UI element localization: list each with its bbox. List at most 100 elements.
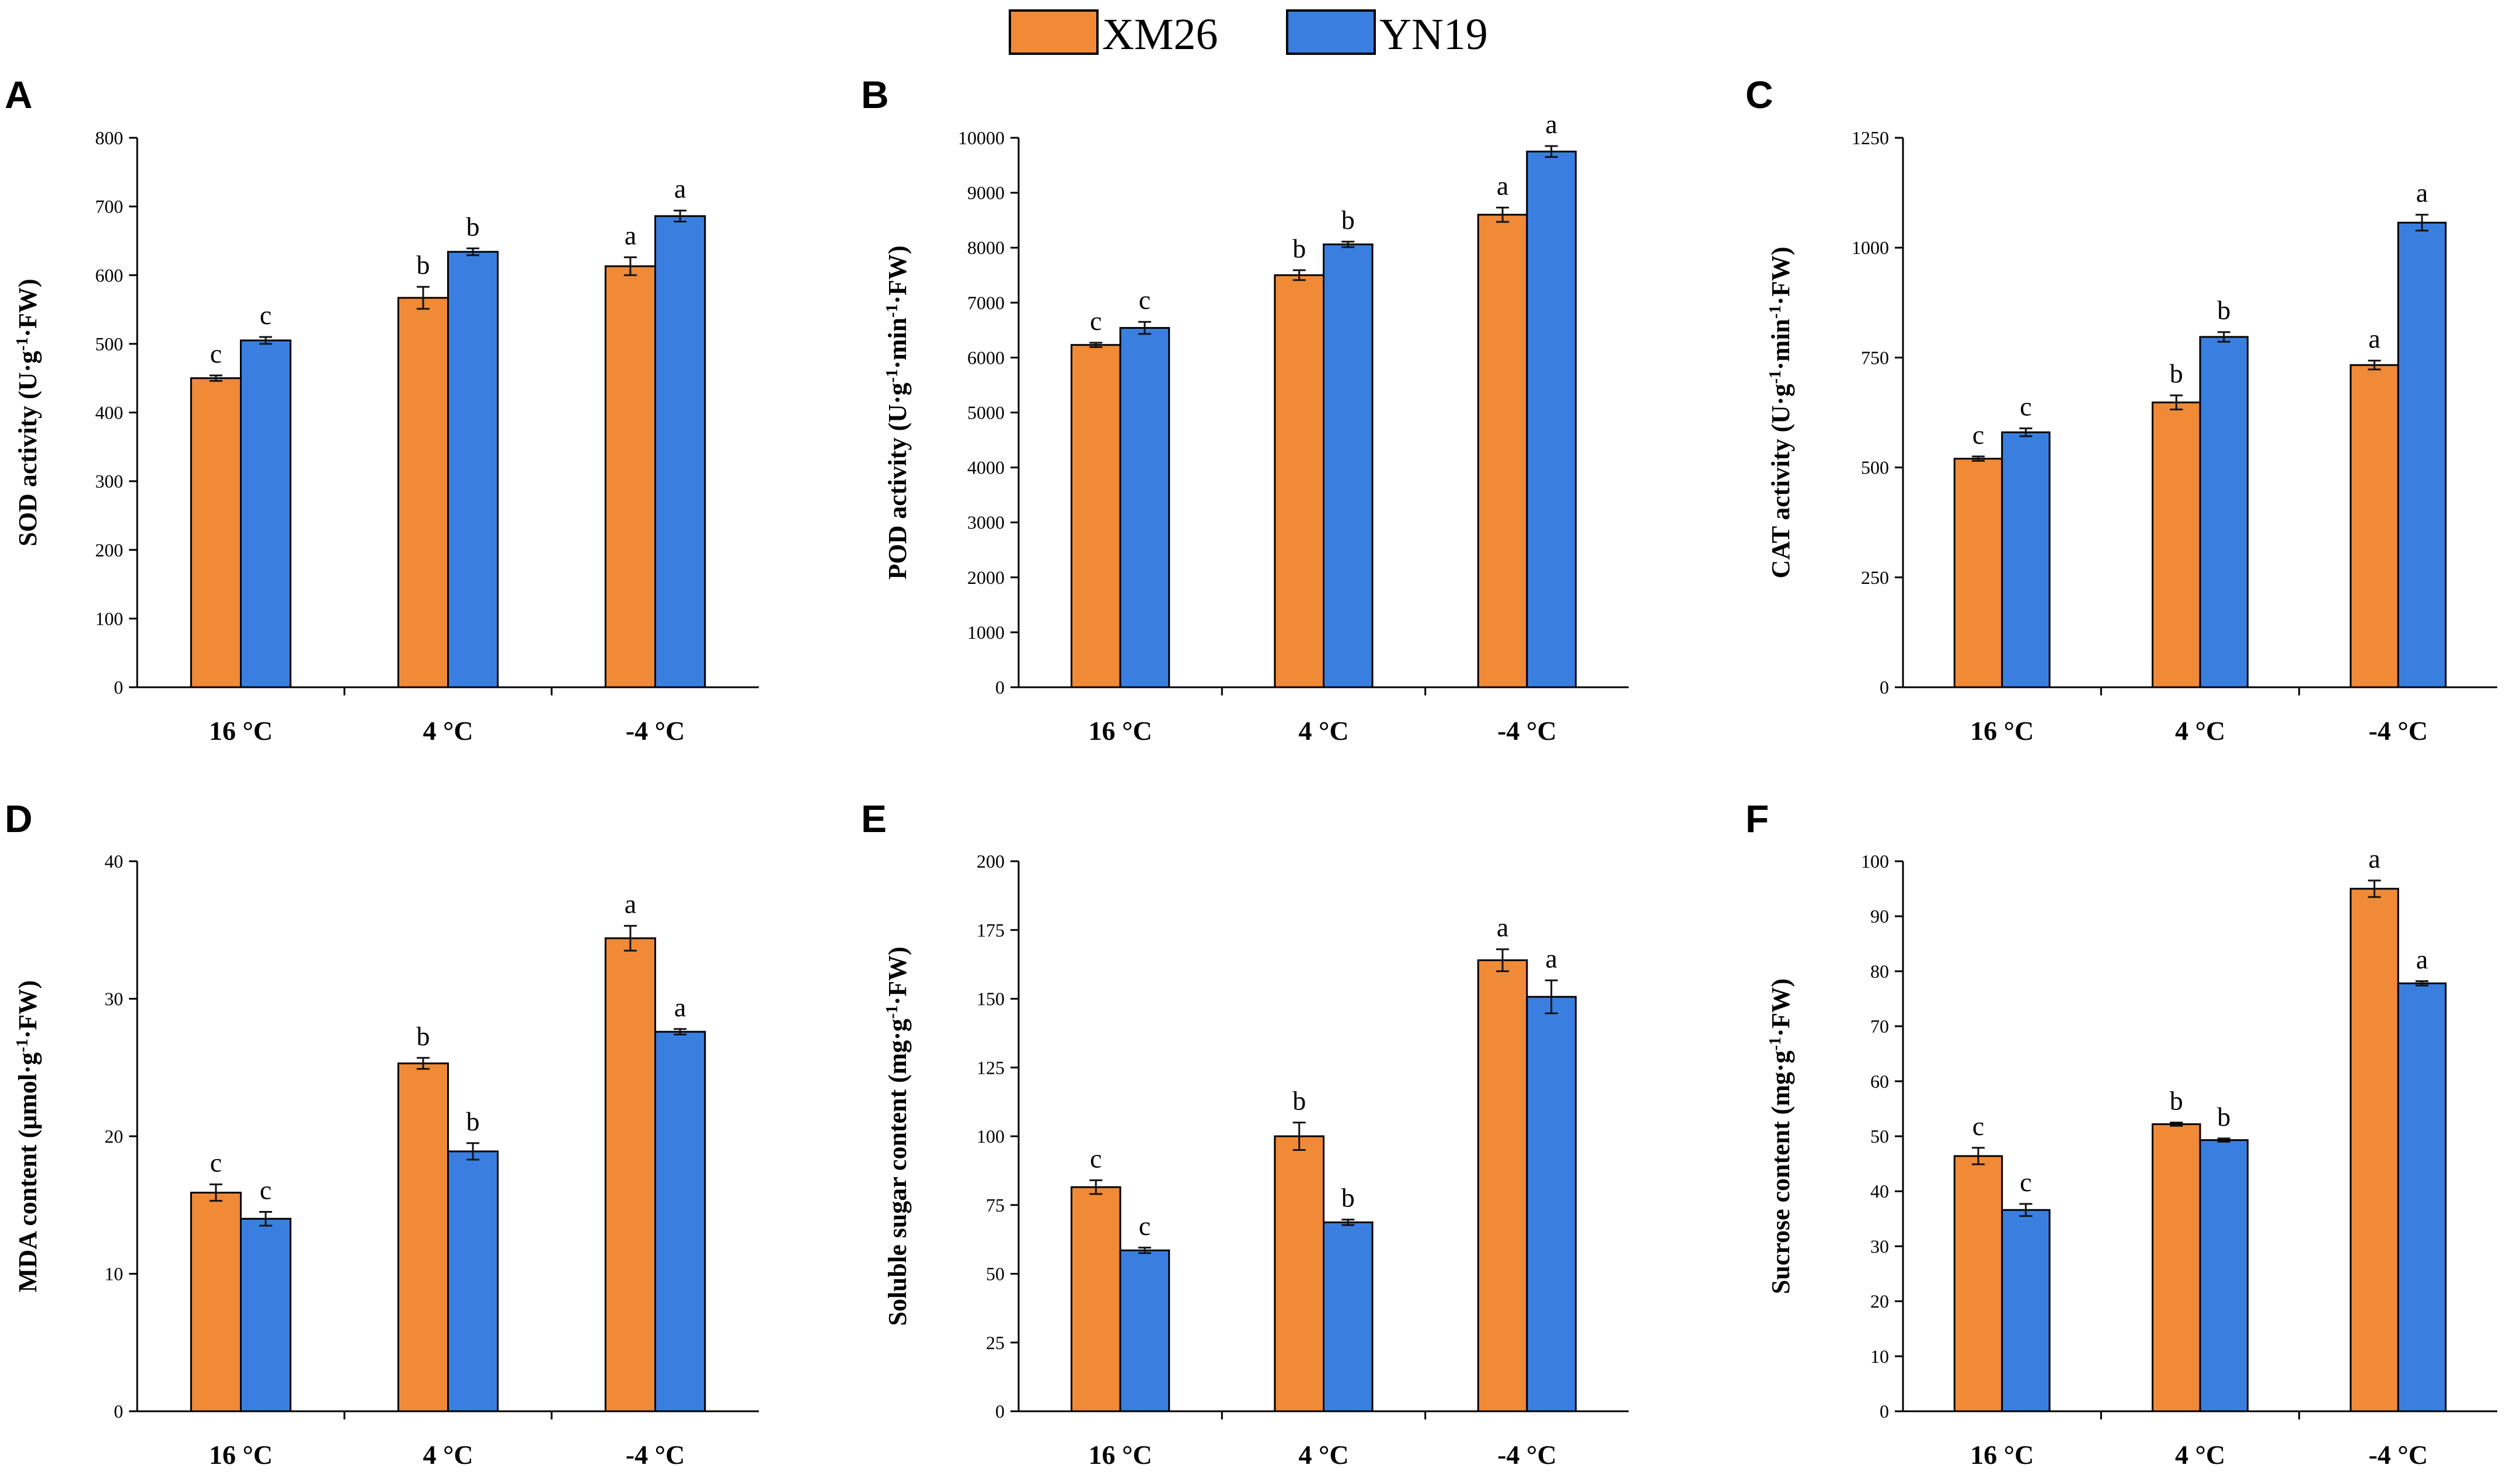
- bar-yn19: [1526, 996, 1577, 1412]
- error-bar: [1971, 455, 1985, 462]
- error-bar: [1292, 1121, 1306, 1151]
- y-tick-label: 75: [986, 1195, 1005, 1216]
- x-tick-label: 4 °C: [2175, 716, 2225, 746]
- significance-letter: b: [1341, 205, 1355, 235]
- y-tick-label: 20: [1870, 1291, 1889, 1312]
- y-tick-label: 0: [995, 677, 1005, 698]
- y-axis-label-superscript: -1: [13, 337, 32, 351]
- significance-letter: b: [466, 1106, 480, 1136]
- error-bar: [1545, 979, 1558, 1014]
- bar-yn19: [447, 1150, 499, 1412]
- significance-letter: a: [2368, 844, 2380, 874]
- bar-xm26: [190, 377, 242, 688]
- significance-letter: b: [2217, 1102, 2230, 1132]
- y-tick-label: 0: [114, 677, 123, 698]
- significance-letter: a: [2368, 324, 2380, 354]
- y-axis-label: Soluble sugar content (mg·g-1·FW): [883, 946, 912, 1326]
- y-axis-label-superscript: -1: [1766, 370, 1784, 384]
- y-axis-label-superscript: -1: [1766, 305, 1784, 319]
- y-tick-label: 10000: [958, 127, 1005, 148]
- y-tick-label: 7000: [967, 292, 1005, 313]
- error-bar: [466, 247, 480, 256]
- y-tick-label: 50: [1870, 1126, 1889, 1147]
- significance-letter: a: [2416, 944, 2428, 974]
- y-tick-label: 150: [977, 989, 1005, 1010]
- y-axis-label: SOD activity (U·g-1·FW): [13, 279, 43, 546]
- significance-letter: b: [416, 250, 430, 280]
- x-tick-label: 16 °C: [209, 1440, 273, 1470]
- y-tick-label: 6000: [967, 347, 1005, 368]
- error-bar: [1089, 342, 1103, 349]
- bar-xm26: [2152, 401, 2201, 688]
- bar-yn19: [2001, 431, 2051, 688]
- y-axis-label-text: ·FW): [13, 980, 42, 1039]
- bar-yn19: [1526, 151, 1577, 688]
- bar-xm26: [1953, 458, 2003, 688]
- x-tick-label: 4 °C: [423, 716, 473, 746]
- bar-xm26: [2350, 364, 2399, 688]
- bar-yn19: [1119, 1249, 1170, 1412]
- error-bar: [1341, 1219, 1355, 1226]
- y-axis-label-text: SOD activity (U·g: [13, 351, 42, 547]
- legend-swatch-xm26: [1009, 9, 1099, 55]
- error-bar: [2019, 1203, 2033, 1217]
- error-bar: [2170, 394, 2183, 410]
- y-axis-label: Sucrose content (mg·g-1·FW): [1766, 979, 1796, 1294]
- chart-panel-f: F 0 10 20 30 40 50 60 70 80 90 100 16 °C c c 4 °C b b -4 °…: [1745, 797, 2497, 1470]
- bar-yn19: [1323, 1221, 1374, 1412]
- error-bar: [623, 256, 637, 276]
- error-bar: [2368, 879, 2381, 898]
- error-bar: [2416, 980, 2429, 987]
- significance-letter: c: [210, 339, 222, 368]
- y-tick-label: 2000: [967, 567, 1005, 588]
- x-tick-label: 4 °C: [1298, 716, 1348, 746]
- error-bar: [1496, 207, 1510, 223]
- significance-letter: b: [2170, 359, 2183, 388]
- panel-letter: F: [1745, 797, 1769, 840]
- y-tick-label: 0: [1880, 677, 1889, 698]
- significance-letter: c: [1972, 1111, 1984, 1141]
- x-tick-label: 4 °C: [1298, 1440, 1348, 1470]
- significance-letter: a: [674, 992, 686, 1022]
- error-bar: [2217, 331, 2230, 343]
- bar-yn19: [240, 339, 292, 688]
- error-bar: [209, 1183, 222, 1202]
- y-axis-label-text: ·FW): [883, 245, 912, 304]
- x-tick-label: 16 °C: [1089, 1440, 1152, 1470]
- y-tick-label: 200: [95, 540, 123, 561]
- bar-xm26: [397, 297, 449, 688]
- y-tick-label: 70: [1870, 1016, 1889, 1037]
- y-axis-label-text: ·min: [883, 318, 912, 369]
- x-tick-label: 4 °C: [2175, 1440, 2225, 1470]
- y-axis-label-superscript: -1: [883, 304, 901, 318]
- y-tick-label: 10: [104, 1264, 123, 1285]
- significance-letter: a: [1545, 109, 1557, 139]
- significance-letter: a: [625, 221, 636, 250]
- y-axis-label-text: CAT activity (U·g: [1766, 384, 1795, 578]
- significance-letter: b: [1292, 234, 1306, 263]
- y-tick-label: 125: [977, 1057, 1005, 1078]
- y-tick-label: 0: [995, 1401, 1005, 1422]
- bar-yn19: [2397, 982, 2447, 1412]
- y-axis-label-text: Sucrose content (mg·g: [1766, 1050, 1795, 1294]
- significance-letter: b: [1341, 1183, 1355, 1213]
- bar-xm26: [2350, 888, 2399, 1412]
- chart-panel-a: A 0 100 200 300 400 500 600 700 800 16 °C c c 4 °C b b -…: [5, 73, 759, 746]
- error-bar: [674, 1028, 687, 1036]
- error-bar: [2368, 360, 2381, 371]
- panel-letter: D: [5, 797, 33, 840]
- bar-yn19: [2397, 221, 2447, 688]
- y-tick-label: 10: [1870, 1346, 1889, 1367]
- y-tick-label: 800: [95, 127, 123, 148]
- error-bar: [1545, 145, 1558, 158]
- y-tick-label: 1250: [1852, 127, 1889, 148]
- y-tick-label: 50: [986, 1264, 1005, 1285]
- bar-xm26: [1071, 344, 1121, 688]
- bar-yn19: [654, 1031, 706, 1412]
- significance-letter: c: [2020, 392, 2031, 422]
- significance-letter: b: [1292, 1085, 1306, 1115]
- x-tick-label: -4 °C: [1497, 716, 1556, 746]
- significance-letter: c: [1090, 1143, 1102, 1173]
- x-tick-label: 4 °C: [423, 1440, 473, 1470]
